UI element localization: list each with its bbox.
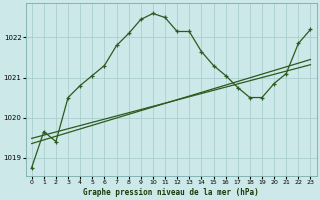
X-axis label: Graphe pression niveau de la mer (hPa): Graphe pression niveau de la mer (hPa): [83, 188, 259, 197]
